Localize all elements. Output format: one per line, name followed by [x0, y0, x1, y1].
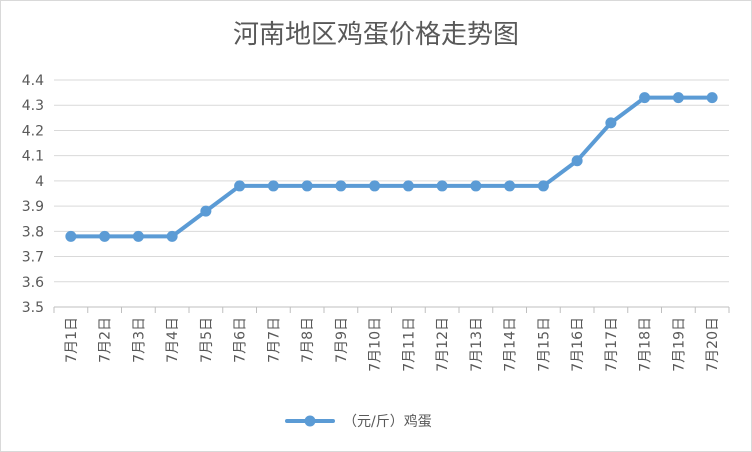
- y-tick-label: 3.8: [22, 224, 44, 240]
- series-line: [68, 95, 715, 239]
- x-tick-label: 7月7日: [266, 317, 282, 363]
- data-point: [267, 180, 279, 192]
- x-tick-label: 7月9日: [334, 317, 350, 363]
- x-tick-label: 7月3日: [131, 317, 147, 363]
- data-point: [672, 92, 684, 104]
- data-point: [335, 180, 347, 192]
- x-tick-label: 7月10日: [368, 317, 384, 372]
- data-point: [99, 230, 111, 242]
- y-axis: 3.5 3.6 3.7 3.8 3.9 4 4.1 4.2 4.3 4.4: [22, 73, 44, 316]
- x-tick-label: 7月18日: [638, 317, 654, 372]
- x-tick-label: 7月16日: [570, 317, 586, 372]
- x-tick-label: 7月19日: [671, 317, 687, 372]
- x-tick-label: 7月4日: [165, 317, 181, 363]
- data-point: [132, 230, 144, 242]
- data-point: [402, 180, 414, 192]
- data-point: [706, 92, 718, 104]
- x-tick-label: 7月5日: [199, 317, 215, 363]
- y-tick-label: 4.1: [22, 149, 44, 165]
- data-point: [504, 180, 516, 192]
- x-tick-label: 7月1日: [64, 317, 80, 363]
- x-tick-label: 7月6日: [233, 317, 249, 363]
- x-tick-label: 7月13日: [469, 317, 485, 372]
- data-point: [537, 180, 549, 192]
- data-point: [571, 155, 583, 167]
- x-tick-label: 7月14日: [503, 317, 519, 372]
- x-tick-label: 7月11日: [401, 317, 417, 372]
- legend-marker: [304, 415, 316, 427]
- y-tick-label: 3.7: [22, 250, 44, 266]
- data-point: [200, 205, 212, 217]
- legend: （元/斤）鸡蛋: [285, 413, 432, 430]
- x-tick-label: 7月8日: [300, 317, 316, 363]
- y-tick-label: 4.2: [22, 123, 44, 139]
- x-tick-label: 7月20日: [705, 317, 721, 372]
- data-point: [301, 180, 313, 192]
- y-tick-label: 4.4: [22, 73, 44, 89]
- data-point: [166, 230, 178, 242]
- x-axis: 7月1日 7月2日 7月3日 7月4日 7月5日 7月6日 7月7日 7月8日 7月9日 7月10…: [53, 307, 730, 372]
- data-point: [639, 92, 651, 104]
- data-point: [470, 180, 482, 192]
- y-tick-label: 3.9: [22, 199, 44, 215]
- gridlines: [54, 79, 729, 308]
- legend-label: （元/斤）鸡蛋: [343, 413, 432, 430]
- chart-title: 河南地区鸡蛋价格走势图: [233, 20, 519, 50]
- x-tick-label: 7月12日: [435, 317, 451, 372]
- y-tick-label: 3.5: [22, 300, 44, 316]
- x-tick-label: 7月17日: [604, 317, 620, 372]
- x-tick-label: 7月2日: [98, 317, 114, 363]
- y-tick-label: 4.3: [22, 98, 44, 114]
- data-point: [369, 180, 381, 192]
- y-tick-label: 3.6: [22, 275, 44, 291]
- y-tick-label: 4: [35, 174, 44, 190]
- series: [65, 92, 718, 242]
- data-point: [436, 180, 448, 192]
- data-point: [65, 230, 77, 242]
- data-point: [234, 180, 246, 192]
- data-point: [605, 117, 617, 129]
- x-tick-label: 7月15日: [536, 317, 552, 372]
